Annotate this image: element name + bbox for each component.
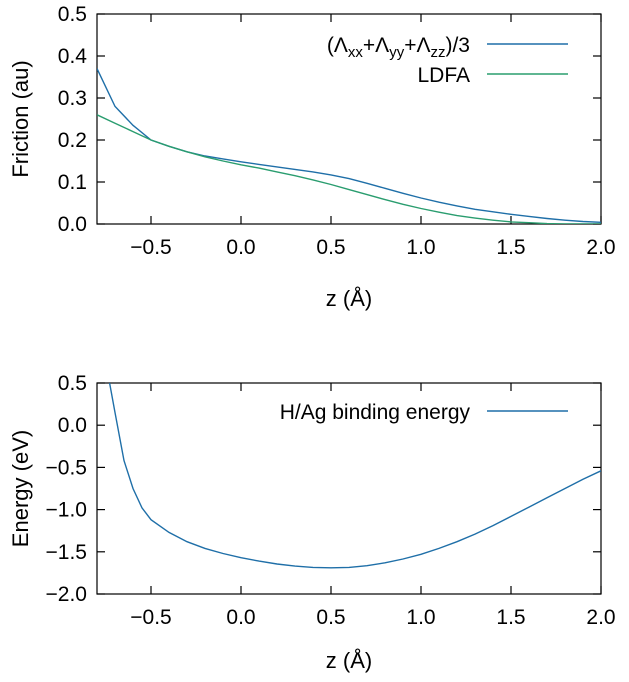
legend-label-part: +Λ [363, 34, 389, 57]
x-tick-label: 0.5 [316, 606, 345, 629]
x-tick-label: 2.0 [586, 236, 615, 259]
x-tick-label: 0.0 [226, 236, 255, 259]
x-tick-label: −0.5 [130, 236, 171, 259]
y-tick-label: 0.4 [58, 45, 88, 68]
x-axis-label: z (Å) [326, 648, 372, 673]
y-axis-label: Friction (au) [8, 60, 33, 177]
legend-label-0: (Λxx+Λyy+Λzz)/3 [327, 34, 470, 61]
x-tick-label: 1.0 [406, 236, 435, 259]
x-tick-label: 1.5 [496, 606, 525, 629]
x-tick-label: 0.5 [316, 236, 345, 259]
series-line-0 [108, 383, 601, 569]
x-tick-label: −0.5 [130, 606, 171, 629]
y-tick-label: −1.5 [46, 541, 87, 564]
y-tick-label: −0.5 [46, 456, 87, 479]
y-tick-label: 0.0 [58, 213, 87, 236]
y-tick-label: −1.0 [46, 499, 87, 522]
series-line-0 [97, 68, 601, 223]
energy-panel: −0.5 0.0 0.5 1.0 1.5 2.0 −2.0 −1.5 −1.0 −0.5 0.0 0.… [8, 372, 616, 673]
x-tick-label: 2.0 [586, 606, 615, 629]
legend-label-subscript: xx [348, 44, 364, 61]
legend-label-part: +Λ [404, 34, 430, 57]
legend-label-subscript: zz [430, 44, 445, 61]
x-tick-label: 1.0 [406, 606, 435, 629]
legend-label-0: H/Ag binding energy [280, 401, 471, 424]
series-line-1 [97, 114, 601, 224]
y-tick-label: 0.0 [58, 414, 87, 437]
x-axis-label: z (Å) [326, 286, 372, 311]
y-tick-label: 0.3 [58, 87, 87, 110]
friction-panel: −0.5 0.0 0.5 1.0 1.5 2.0 0.0 0.1 0.2 0.3 0.4 0.5 z (… [8, 3, 616, 311]
legend-label-1: LDFA [417, 64, 470, 87]
legend-label-part: )/3 [445, 34, 470, 57]
plot-frame [96, 382, 602, 595]
y-tick-label: 0.5 [58, 3, 87, 26]
y-tick-label: 0.2 [58, 129, 87, 152]
y-tick-label: 0.1 [58, 171, 87, 194]
plot-frame [96, 13, 602, 225]
legend-label-subscript: yy [389, 44, 405, 61]
y-tick-label: −2.0 [46, 583, 87, 606]
x-tick-label: 1.5 [496, 236, 525, 259]
y-axis-label: Energy (eV) [8, 430, 33, 547]
legend-label-part: (Λ [327, 34, 348, 57]
y-tick-label: 0.5 [58, 372, 87, 395]
x-tick-label: 0.0 [226, 606, 255, 629]
